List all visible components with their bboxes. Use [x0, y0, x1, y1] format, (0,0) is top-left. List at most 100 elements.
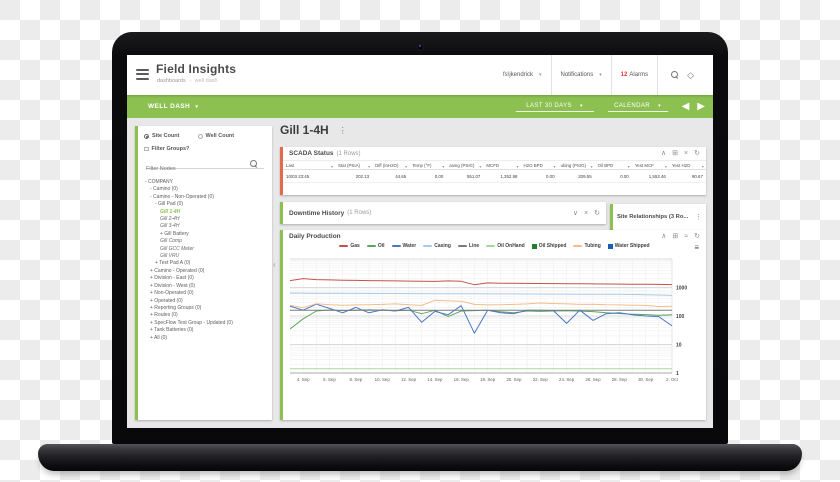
legend-marker [457, 245, 467, 247]
user-menu[interactable]: fs\jkendrick ▾ [494, 55, 551, 95]
refresh-icon[interactable]: ↻ [594, 209, 600, 217]
site-relationships-header: Site Relationships (3 Ro... ⋮ [613, 204, 706, 230]
tree-item[interactable]: Gill Comp [160, 238, 182, 245]
tab-well-count-label: Well Count [205, 133, 235, 139]
column-header[interactable]: asing (PSIG) [446, 163, 483, 168]
breadcrumb-separator: › [189, 78, 192, 84]
tab-well-count[interactable]: Well Count [197, 133, 235, 139]
tree-item[interactable]: + Test Pad A (0) [155, 260, 191, 267]
legend-item-casing[interactable]: Casing [423, 243, 451, 249]
column-header[interactable]: ubing (PSIG) [558, 163, 595, 168]
table-cell: 0.00 [620, 173, 629, 179]
tab-site-count[interactable]: Site Count [144, 133, 180, 139]
series-gas [289, 278, 673, 286]
legend-item-oil[interactable]: Oil [366, 243, 385, 249]
legend-label: Water [402, 243, 417, 249]
legend-item-water-shipped[interactable]: Water Shipped [607, 243, 650, 249]
tree-item[interactable]: + Operated (0) [150, 297, 183, 304]
tree-item[interactable]: + Routes (0) [150, 312, 178, 319]
column-header[interactable]: Diff (InH2O) [372, 163, 409, 168]
column-header[interactable]: H2O BPD [520, 163, 557, 168]
tree-item[interactable]: + All (0) [150, 334, 168, 341]
legend-item-water[interactable]: Water [391, 243, 417, 249]
expand-icon[interactable]: ⊞ [672, 233, 679, 240]
search-icon[interactable] [250, 160, 258, 168]
svg-text:10: 10 [676, 343, 682, 349]
notifications-menu[interactable]: Notifications ▾ [550, 55, 611, 95]
sidebar-collapse-icon[interactable]: ‹ [273, 260, 276, 269]
column-header[interactable]: Oil BPD [595, 163, 632, 168]
tree-item[interactable]: Gill 2-4H [160, 216, 180, 223]
legend-item-oil-onhand[interactable]: Oil OnHand [486, 243, 525, 249]
expand-down-icon[interactable]: ∨ [572, 209, 579, 217]
tree-item[interactable]: - Camino (0) [150, 186, 178, 193]
column-header[interactable]: Stat (PSIA) [335, 163, 372, 168]
laptop-lid: Field Insights dashboards › well dash fs… [112, 32, 728, 444]
trend-icon[interactable]: ≈ [684, 233, 689, 240]
tree-item[interactable]: + Tank Batteries (0) [150, 327, 194, 334]
x-axis-label: 30. Sep [638, 377, 654, 382]
collapse-icon[interactable]: ∧ [661, 233, 667, 240]
chart-menu-icon[interactable]: ≡ [694, 243, 699, 252]
tree-item[interactable]: Gill GCC Meter [160, 245, 194, 252]
breadcrumb-parent[interactable]: dashboards [157, 78, 186, 84]
production-panel-icons: ∧ ⊞ ≈ ↻ [661, 230, 700, 243]
legend-item-tubing[interactable]: Tubing [573, 243, 601, 249]
table-cell: 1,352.98 [500, 173, 518, 179]
menu-icon[interactable] [136, 69, 149, 80]
tree-item[interactable]: + Division - East (0) [150, 275, 194, 282]
tree-item[interactable]: - Gill Pad (0) [155, 201, 184, 208]
alarms-button[interactable]: 12 Alarms [610, 55, 657, 95]
table-cell: 209.55 [578, 173, 592, 179]
collapse-icon[interactable]: ∧ [661, 150, 667, 157]
tree-item[interactable]: + Division - West (0) [150, 282, 196, 289]
tree-item[interactable]: + Non-Operated (0) [150, 290, 194, 297]
tree-item[interactable]: + Camino - Operated (0) [150, 267, 205, 274]
prev-arrow-icon[interactable]: ◀ [681, 100, 690, 112]
expand-icon[interactable]: ⊞ [672, 150, 679, 157]
diamond-icon[interactable]: ◇ [687, 69, 694, 80]
tree-item[interactable]: + Reporting Groups (0) [150, 304, 202, 311]
tree-item[interactable]: Gill VRU [160, 253, 180, 260]
close-icon[interactable]: × [584, 209, 589, 217]
column-header[interactable]: Yest MCF [632, 163, 669, 168]
filter-groups-toggle[interactable]: Filter Groups? [138, 143, 272, 155]
date-range-select[interactable]: LAST 30 DAYS ▾ [515, 101, 594, 112]
calendar-select[interactable]: CALENDAR ▾ [607, 101, 668, 112]
kebab-menu-icon[interactable]: ⋮ [338, 125, 347, 135]
column-header[interactable]: Yest H2O [669, 163, 706, 168]
tree-item[interactable]: - Camino - Non-Operated (0) [150, 193, 214, 200]
toolbar-right: LAST 30 DAYS ▾ CALENDAR ▾ ◀ ▶ [515, 100, 705, 112]
user-menu-label: fs\jkendrick [502, 72, 533, 78]
content-area: Site Count Well Count Filter Groups? - C… [127, 118, 713, 428]
tree-item[interactable]: Gill 1-4H [160, 208, 181, 215]
tree-item[interactable]: Gill 3-4H [160, 223, 180, 230]
search-icon[interactable] [671, 71, 679, 79]
legend-marker [531, 243, 537, 249]
legend-label: Casing [434, 243, 451, 249]
close-icon[interactable]: × [684, 150, 689, 157]
legend-item-line[interactable]: Line [457, 243, 479, 249]
legend-item-gas[interactable]: Gas [339, 243, 360, 249]
filter-nodes-input[interactable] [146, 163, 246, 172]
site-relationships-panel: Site Relationships (3 Ro... ⋮ [610, 204, 706, 230]
column-header[interactable]: Temp (°F) [409, 163, 446, 168]
calendar-label: CALENDAR [614, 103, 651, 109]
next-arrow-icon[interactable]: ▶ [697, 100, 705, 112]
legend-marker [423, 245, 433, 247]
dashboard-selector[interactable]: WELL DASH ▾ [148, 103, 198, 110]
column-header[interactable]: MCFD [483, 163, 520, 168]
refresh-icon[interactable]: ↻ [694, 233, 700, 240]
notifications-label: Notifications [560, 72, 594, 78]
legend-item-oil-shipped[interactable]: Oil Shipped [531, 243, 566, 249]
tree-item[interactable]: + Gill Battery [160, 230, 189, 237]
legend-marker [339, 245, 349, 247]
refresh-icon[interactable]: ↻ [694, 150, 700, 157]
table-header-row: LastStat (PSIA)Diff (InH2O)Temp (°F)asin… [283, 160, 706, 170]
series-casing [289, 292, 673, 296]
tree-item[interactable]: - COMPANY [145, 179, 173, 185]
table-cell: 1,553.46 [648, 173, 666, 179]
column-header[interactable]: Last [283, 163, 335, 168]
kebab-menu-icon[interactable]: ⋮ [695, 213, 702, 221]
tree-item[interactable]: + SpecFlow Test Group - Updated (0) [150, 319, 233, 326]
